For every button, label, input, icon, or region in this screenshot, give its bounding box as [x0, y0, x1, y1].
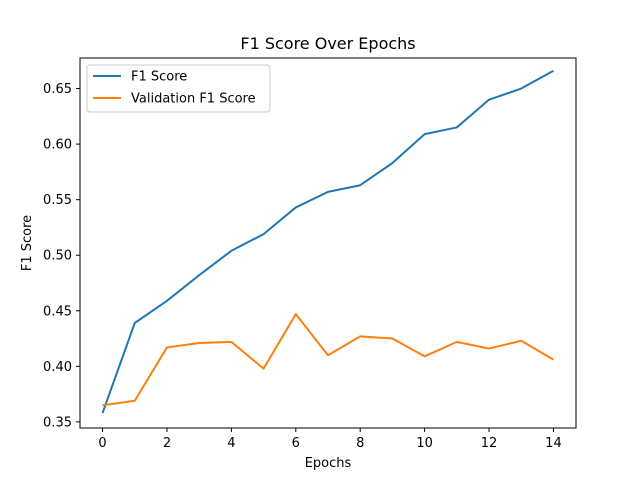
- x-tick-label: 2: [163, 436, 171, 451]
- x-tick-label: 12: [481, 436, 498, 451]
- legend-label-f1-score: F1 Score: [131, 70, 187, 85]
- x-tick-label: 8: [356, 436, 364, 451]
- plot-area: [79, 57, 577, 429]
- series-layer: [101, 69, 554, 414]
- x-axis-ticks: 0 2 4 6 8 10 12 14: [98, 428, 562, 451]
- y-axis-ticks: 0.35 0.40 0.45 0.50 0.55 0.60 0.65: [43, 82, 80, 430]
- y-tick-label: 0.40: [43, 360, 72, 375]
- y-tick-label: 0.60: [43, 138, 72, 153]
- y-tick-label: 0.50: [43, 249, 72, 264]
- x-axis-title: Epochs: [305, 456, 352, 471]
- legend-box: [86, 64, 271, 113]
- y-tick-label: 0.45: [43, 304, 72, 319]
- y-tick-label: 0.35: [43, 415, 72, 430]
- series-line-f1-score: [101, 69, 554, 414]
- y-axis-title: F1 Score: [20, 215, 35, 271]
- legend: F1 Score Validation F1 Score: [86, 64, 271, 113]
- chart-title: F1 Score Over Epochs: [240, 34, 415, 53]
- x-tick-label: 0: [98, 436, 106, 451]
- x-tick-label: 4: [227, 436, 235, 451]
- legend-label-validation-f1-score: Validation F1 Score: [131, 92, 256, 107]
- x-tick-label: 14: [545, 436, 562, 451]
- axes-frame: [79, 57, 577, 429]
- series-line-validation-f1-score: [102, 313, 554, 407]
- x-tick-label: 10: [416, 436, 433, 451]
- y-tick-label: 0.65: [43, 82, 72, 97]
- y-tick-label: 0.55: [43, 193, 72, 208]
- x-tick-label: 6: [292, 436, 300, 451]
